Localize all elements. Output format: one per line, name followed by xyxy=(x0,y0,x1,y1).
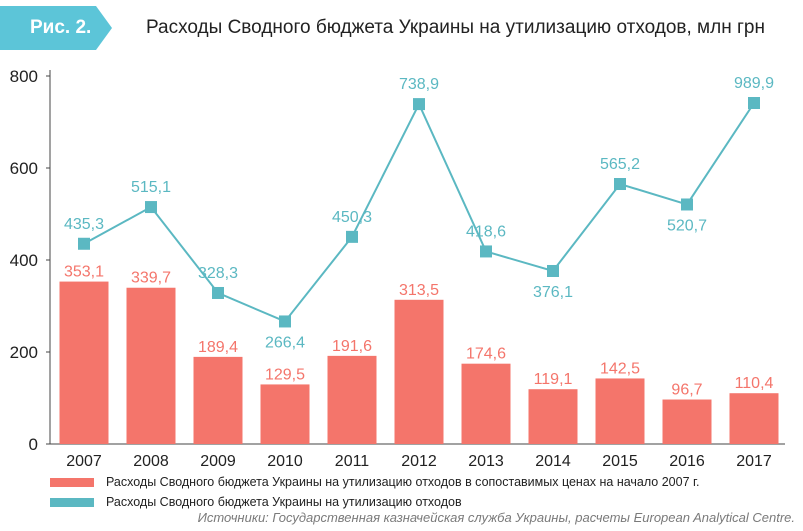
chart-title: Расходы Сводного бюджета Украины на утил… xyxy=(146,17,765,38)
bar xyxy=(59,281,109,444)
line-data-label: 376,1 xyxy=(533,284,573,301)
bar xyxy=(327,355,377,444)
bar-data-label: 189,4 xyxy=(198,339,238,356)
y-tick-label: 200 xyxy=(10,343,38,362)
line-data-label: 450,3 xyxy=(332,209,372,226)
line-marker xyxy=(413,98,425,111)
legend-swatch-line xyxy=(50,497,94,507)
x-tick-label: 2016 xyxy=(669,453,705,470)
x-tick-label: 2011 xyxy=(335,453,370,470)
line-data-label: 989,9 xyxy=(734,75,774,92)
bar-data-label: 353,1 xyxy=(64,264,104,281)
line-marker xyxy=(480,245,492,258)
bar xyxy=(394,299,444,444)
legend-label-line: Расходы Сводного бюджета Украины на утил… xyxy=(106,495,462,509)
legend-label-bar: Расходы Сводного бюджета Украины на утил… xyxy=(106,475,700,489)
bar-data-label: 313,5 xyxy=(399,282,439,299)
bar-data-label: 96,7 xyxy=(671,382,702,399)
bar xyxy=(528,389,578,444)
line-marker xyxy=(614,178,626,191)
y-tick-label: 800 xyxy=(10,67,38,86)
legend-entry-bar: Расходы Сводного бюджета Украины на утил… xyxy=(50,472,700,492)
line-data-label: 738,9 xyxy=(399,76,439,93)
line-data-label: 418,6 xyxy=(466,223,506,240)
bar xyxy=(193,356,243,444)
bar xyxy=(595,378,645,444)
line-marker xyxy=(748,97,760,109)
bar xyxy=(729,393,779,444)
bar-data-label: 119,1 xyxy=(534,371,573,388)
line-data-label: 515,1 xyxy=(131,179,171,196)
source-note: Источники: Государственная казначейская … xyxy=(197,510,795,525)
line-marker xyxy=(346,230,358,243)
x-tick-label: 2009 xyxy=(200,453,236,470)
y-tick-label: 600 xyxy=(10,159,38,178)
line-marker xyxy=(681,198,693,211)
bar-data-label: 110,4 xyxy=(735,375,774,392)
line-data-label: 266,4 xyxy=(265,334,305,351)
x-tick-label: 2015 xyxy=(602,453,638,470)
y-tick-label: 0 xyxy=(29,435,38,454)
bar-data-label: 142,5 xyxy=(600,360,640,377)
legend-swatch-bar xyxy=(50,477,94,487)
bar-data-label: 129,5 xyxy=(265,366,305,383)
figure-number: Рис. 2. xyxy=(30,17,92,38)
bar xyxy=(260,384,310,444)
y-tick-label: 400 xyxy=(10,251,38,270)
line-marker xyxy=(279,315,291,328)
chart: 0 200 400 600 800 353,1 339,7 189,4 129,5 191,6 31… xyxy=(10,67,785,470)
figure-badge xyxy=(0,6,112,50)
bar xyxy=(126,287,176,444)
line-marker xyxy=(78,237,90,250)
line-data-label: 520,7 xyxy=(667,217,707,234)
bar xyxy=(461,363,511,444)
line-data-label: 565,2 xyxy=(600,156,640,173)
x-tick-label: 2014 xyxy=(535,453,571,470)
x-tick-label: 2007 xyxy=(66,453,102,470)
x-tick-label: 2012 xyxy=(401,453,437,470)
x-tick-label: 2010 xyxy=(267,453,303,470)
bar-data-label: 174,6 xyxy=(466,346,506,363)
bar-data-label: 339,7 xyxy=(131,270,171,287)
figure-header: Рис. 2. Расходы Сводного бюджета Украины… xyxy=(0,0,803,54)
legend: Расходы Сводного бюджета Украины на утил… xyxy=(50,472,700,512)
legend-entry-line: Расходы Сводного бюджета Украины на утил… xyxy=(50,492,700,512)
line-marker xyxy=(212,286,224,299)
x-tick-label: 2013 xyxy=(468,453,504,470)
line-data-label: 328,3 xyxy=(198,265,238,282)
line-marker xyxy=(145,201,157,214)
line-marker xyxy=(547,264,559,277)
bar xyxy=(662,399,712,444)
x-tick-label: 2017 xyxy=(736,453,772,470)
bar-data-label: 191,6 xyxy=(332,338,372,355)
x-tick-label: 2008 xyxy=(133,453,169,470)
line-data-label: 435,3 xyxy=(64,216,104,233)
